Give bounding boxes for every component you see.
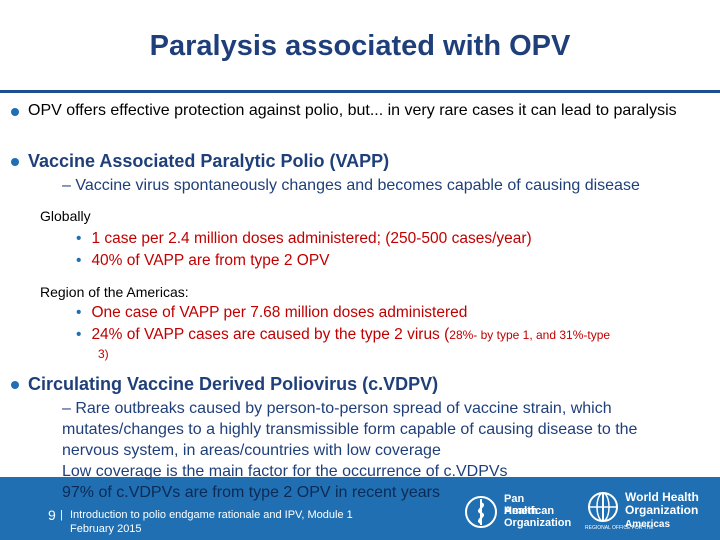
americas-stat-2: • 24% of VAPP cases are caused by the typ… (76, 326, 611, 343)
paho-line-1: Pan American (504, 493, 555, 517)
americas-stat-2-cont: 3) (98, 347, 109, 361)
footer-text: | Introduction to polio endgame rational… (60, 508, 353, 536)
americas-stat-1: • One case of VAPP per 7.68 million doses… (76, 304, 468, 321)
slide-title: Paralysis associated with OPV (149, 30, 571, 62)
cvdpv-line-4: Low coverage is the main factor for the … (62, 463, 508, 480)
who-line-1: World Health (625, 490, 699, 504)
bullet-cvdpv: Circulating Vaccine Derived Poliovirus (… (28, 374, 439, 394)
americas-stat-2-detail: 28%- by type 1, and 31%-type (449, 328, 611, 342)
bullet-opv-protection: OPV offers effective protection against … (28, 102, 677, 119)
global-stat-1-text: 1 case per 2.4 million doses administere… (91, 230, 532, 247)
paho-logo: Pan American Health Organization (462, 491, 572, 531)
bullet-dot (11, 158, 19, 166)
bullet-vapp: Vaccine Associated Paralytic Polio (VAPP… (28, 151, 390, 171)
cvdpv-line-5: 97% of c.VDPVs are from type 2 OPV in re… (62, 484, 440, 501)
global-stat-2: • 40% of VAPP are from type 2 OPV (76, 252, 330, 269)
bullet-dot (11, 108, 19, 116)
who-small-text: REGIONAL OFFICE FOR THE (585, 525, 654, 531)
footer-date: February 2015 (70, 523, 142, 535)
page-number: 9 (48, 507, 56, 523)
americas-label: Region of the Americas: (40, 284, 189, 300)
globally-label: Globally (40, 208, 91, 224)
who-region: Americas (625, 519, 671, 530)
global-stat-1: • 1 case per 2.4 million doses administer… (76, 230, 532, 247)
global-stat-2-text: 40% of VAPP are from type 2 OPV (91, 252, 330, 269)
cvdpv-line-2: mutates/changes to a highly transmissibl… (62, 421, 638, 438)
title-divider (0, 90, 720, 93)
cvdpv-line-3: nervous system, in areas/countries with … (62, 442, 441, 459)
who-logo: World Health Organization REGIONAL OFFIC… (585, 487, 715, 535)
americas-stat-1-text: One case of VAPP per 7.68 million doses … (91, 304, 468, 321)
americas-stat-2-text: 24% of VAPP cases are caused by the type… (91, 326, 450, 343)
vapp-description: – Vaccine virus spontaneously changes an… (62, 177, 640, 194)
footer-module: Introduction to polio endgame rationale … (70, 509, 353, 521)
paho-line-3: Organization (504, 517, 572, 529)
footer-bar: 97% of c.VDPVs are from type 2 OPV in re… (0, 477, 720, 540)
bullet-dot (11, 381, 19, 389)
who-emblem-icon (588, 492, 618, 522)
cvdpv-line-1: – Rare outbreaks caused by person-to-per… (62, 400, 612, 417)
who-line-2: Organization (625, 503, 699, 517)
paho-emblem-icon (465, 496, 497, 528)
paho-line-2: Health (504, 505, 538, 517)
footer-separator: | (60, 509, 63, 521)
